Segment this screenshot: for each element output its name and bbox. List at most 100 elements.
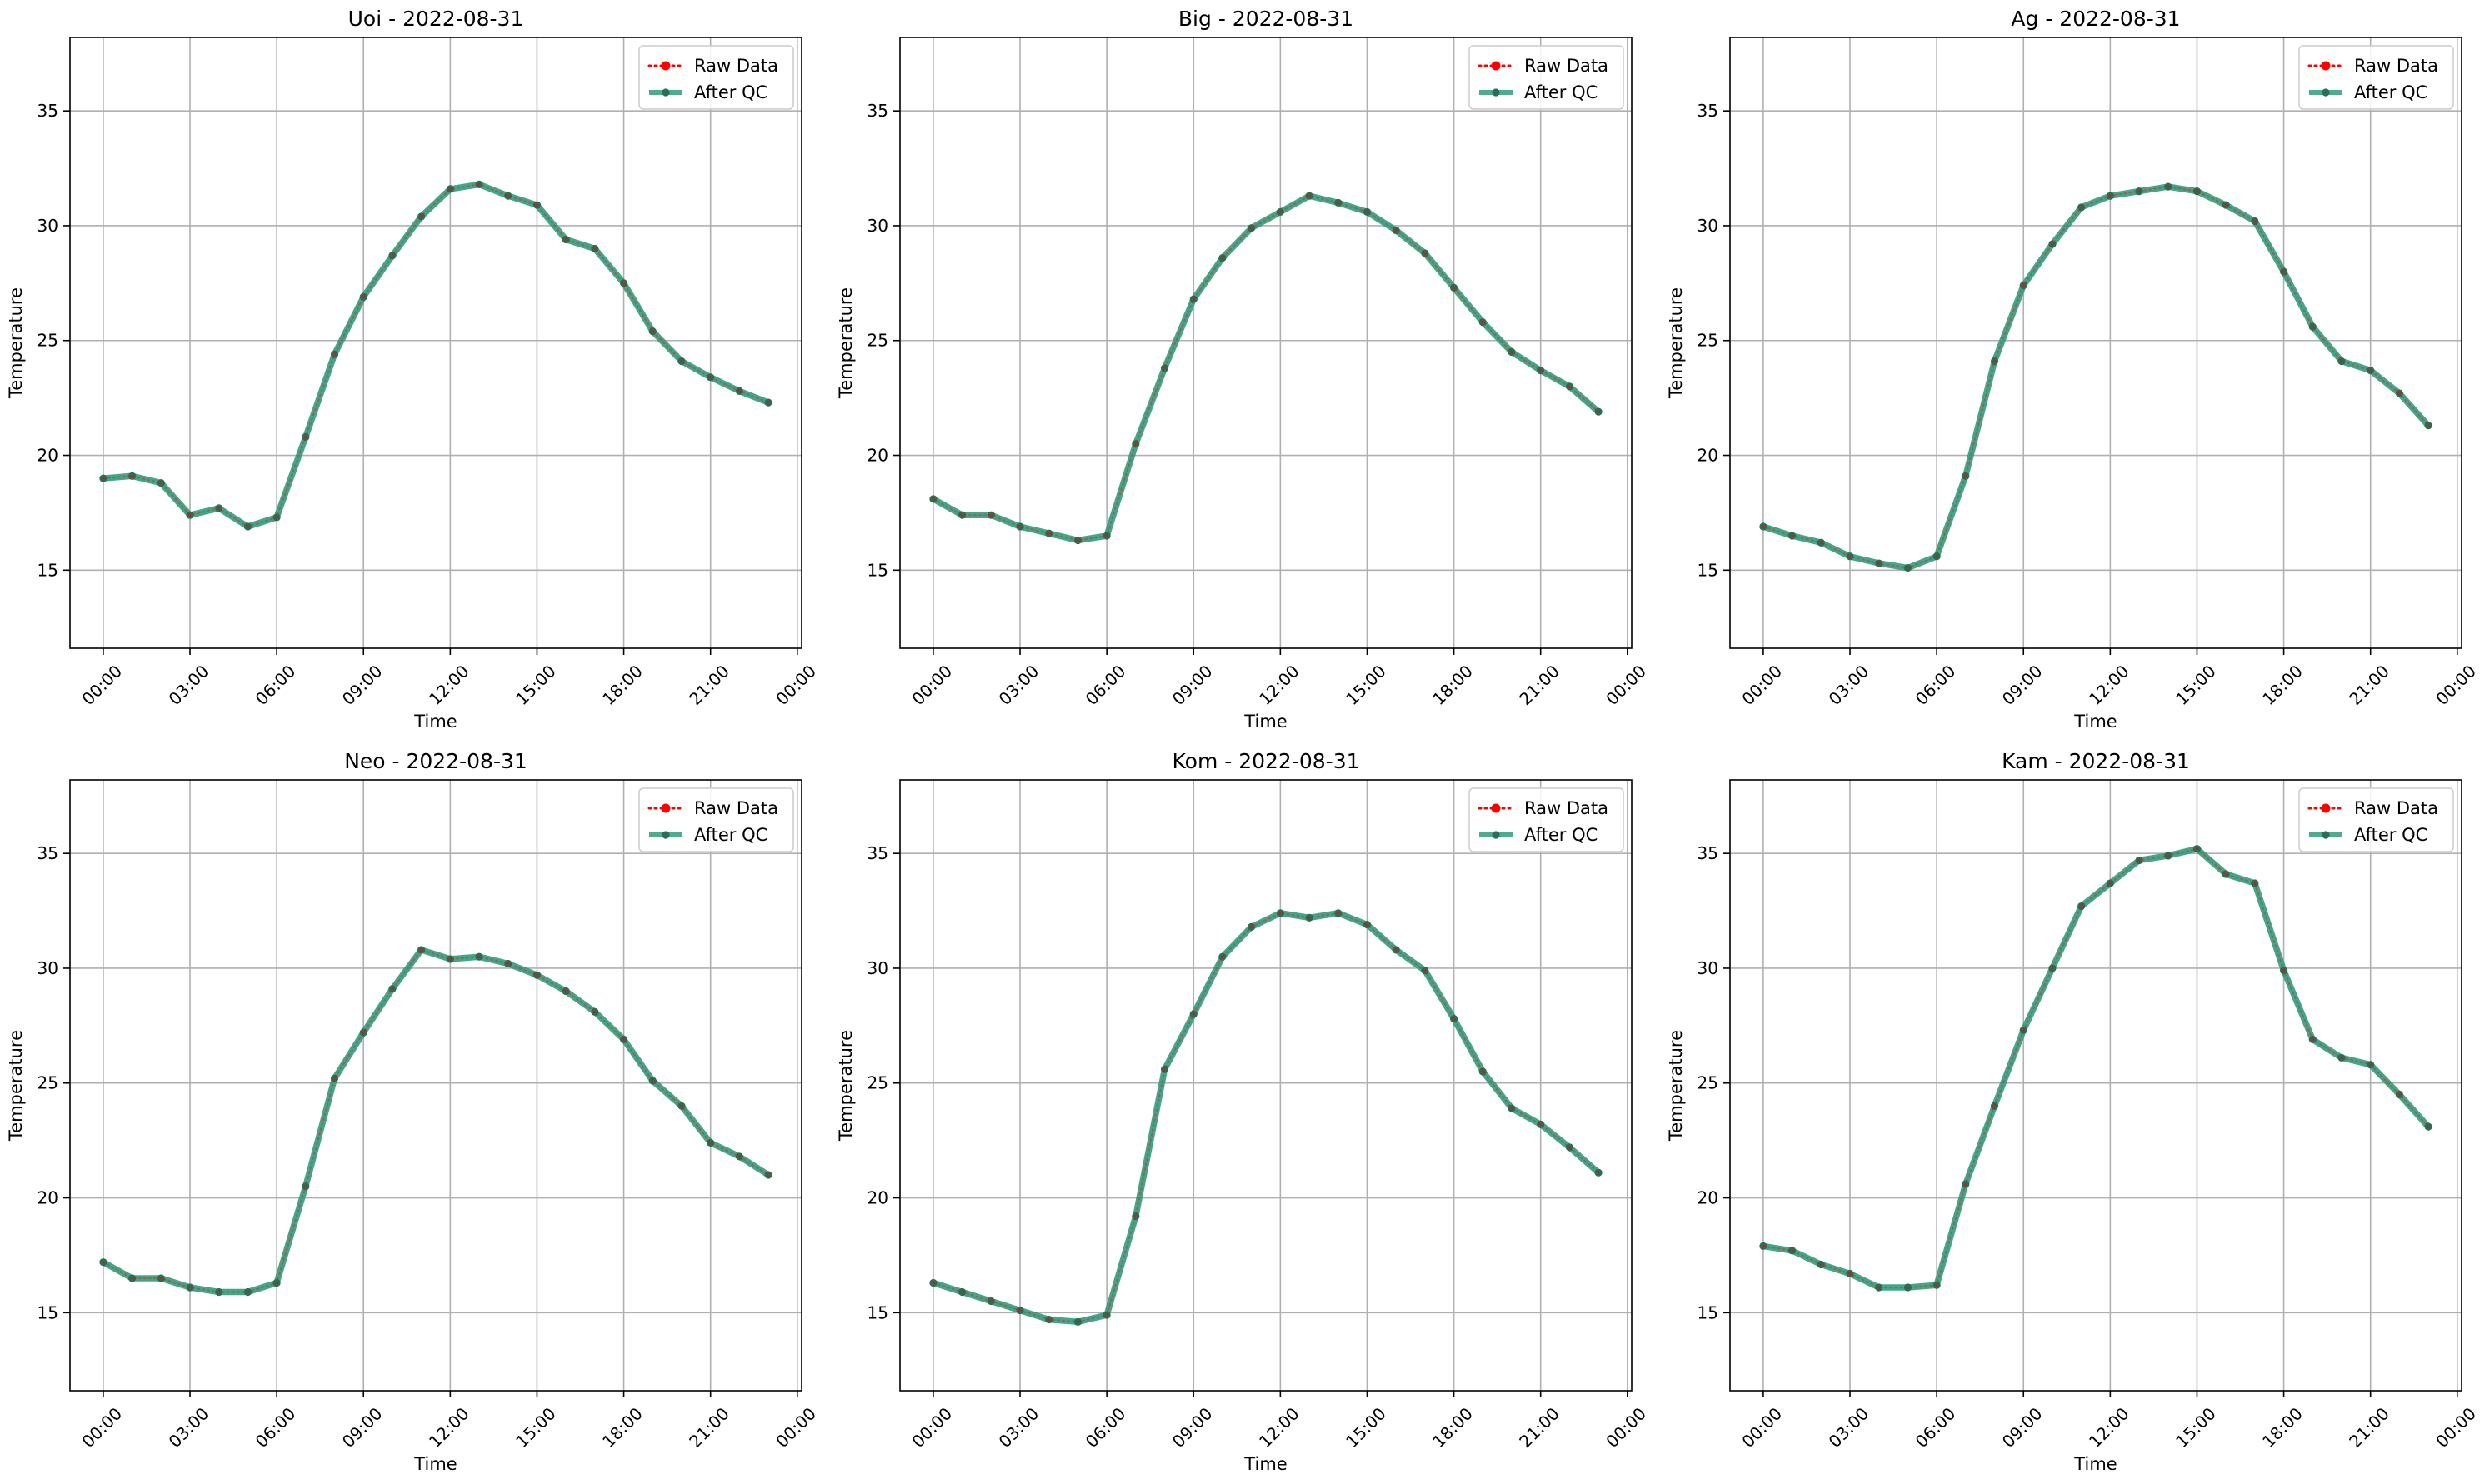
y-tick-label: 25 [868,331,888,351]
x-axis-label: Time [1243,1454,1287,1474]
after-qc-point [648,327,657,336]
raw-data-point [1192,1012,1196,1016]
raw-data-point [2051,242,2054,246]
raw-data-point [478,955,481,958]
x-tick-label: 09:00 [338,1403,387,1452]
y-tick-label: 30 [868,958,888,978]
after-qc-point [1016,522,1024,531]
after-qc-point [1334,909,1342,917]
raw-data-point [217,1290,221,1294]
y-tick-label: 35 [1698,843,1718,863]
y-tick-label: 20 [38,1188,58,1208]
raw-data-point [989,513,993,517]
raw-data-point [1992,359,1997,363]
after-qc-point [591,244,599,253]
y-tick-label: 15 [868,560,888,580]
x-tick-label: 12:00 [1255,1403,1303,1452]
legend-label-after-qc: After QC [1524,825,1598,845]
x-tick-label: 18:00 [2258,1403,2307,1452]
x-tick-label: 00:00 [2432,661,2480,709]
x-tick-label: 21:00 [2345,661,2393,709]
y-tick-label: 25 [1698,1073,1718,1093]
raw-data-point [932,497,935,501]
y-tick-label: 20 [1698,1188,1718,1208]
after-qc-point [1537,1120,1545,1128]
legend-label-after-qc: After QC [694,82,768,102]
after-qc-point [764,1171,772,1179]
raw-data-point [2282,270,2286,273]
x-tick-label: 15:00 [1342,661,1390,709]
after-qc-point [2222,201,2230,209]
x-tick-label: 12:00 [2085,1403,2133,1452]
series-line-raw-data [1762,185,2430,569]
series-line-after-qc [930,910,1602,1326]
after-qc-point [243,1287,252,1297]
raw-data-point [708,1141,712,1145]
raw-data-point [2224,203,2228,207]
after-qc-point [1189,295,1198,303]
grid [70,780,802,1391]
y-tick-label: 25 [1698,331,1718,351]
raw-data-point [188,1286,192,1289]
x-axis-label: Time [1243,712,1287,732]
after-qc-point [1903,563,1912,572]
x-tick-label: 03:00 [995,661,1043,709]
chart-title: Ag - 2022-08-31 [2011,7,2180,31]
plot-area-frame [69,779,802,1392]
after-qc-point [1990,357,1999,366]
after-qc-point [2135,856,2143,865]
raw-data-point [1018,525,1022,528]
after-qc-point [1334,198,1342,207]
chart-title: Kom - 2022-08-31 [1172,749,1360,773]
chart-panel: Ag - 2022-08-31 15 20 25 30 35 00:00 03:00 06:00… [1666,7,2480,732]
legend: Raw Data After QC [638,45,794,110]
plot-area-frame [899,37,1632,649]
raw-data-point [391,987,394,991]
after-qc-point [1102,532,1111,540]
raw-data-point [622,282,626,285]
raw-data-point [188,513,192,517]
raw-data-point [2398,1092,2402,1097]
legend-marker-after-qc [662,831,670,839]
x-tick-label: 18:00 [1428,1403,1477,1452]
after-qc-point [1248,224,1256,232]
grid [1730,37,2462,648]
series-line-raw-data [932,912,1600,1323]
after-qc-point [1016,1306,1024,1315]
raw-data-point [2253,219,2257,223]
raw-data-point [1538,1122,1542,1127]
x-tick-label: 18:00 [598,661,647,709]
raw-data-point [419,215,423,218]
x-tick-label: 09:00 [1998,1403,2047,1452]
raw-data-point [1906,1286,1910,1289]
after-qc-point [418,946,426,954]
legend-marker-raw-data [661,61,671,71]
raw-data-point [419,948,423,952]
raw-data-point [1249,226,1253,230]
after-qc-point [619,1035,628,1043]
chart-title: Kam - 2022-08-31 [2002,749,2190,773]
after-qc-point [2078,902,2086,911]
after-qc-point [2019,282,2028,290]
raw-data-point [2427,1125,2430,1128]
y-tick-label: 30 [868,216,888,236]
y-tick-label: 25 [868,1073,888,1093]
after-qc-point [1788,532,1797,540]
after-qc-point [1846,1269,1854,1278]
legend-label-after-qc: After QC [694,825,768,845]
x-tick-label: 03:00 [1825,1403,1873,1452]
chart-title: Uoi - 2022-08-31 [348,7,524,31]
after-qc-point [1305,192,1313,200]
series-line-after-qc [1760,845,2432,1291]
after-qc-point [929,495,938,503]
after-qc-point [302,1182,310,1191]
x-tick-label: 15:00 [2172,661,2220,709]
x-tick-label: 21:00 [685,661,733,709]
raw-data-point [1336,201,1340,205]
raw-data-point [332,352,337,357]
raw-data-point [362,1031,366,1034]
x-axis-label: Time [413,712,457,732]
after-qc-point [1102,1311,1111,1319]
x-tick-label: 00:00 [1738,1403,1786,1452]
chart-panel: Big - 2022-08-31 15 20 25 30 35 00:00 03:00 06:0… [836,7,1650,732]
